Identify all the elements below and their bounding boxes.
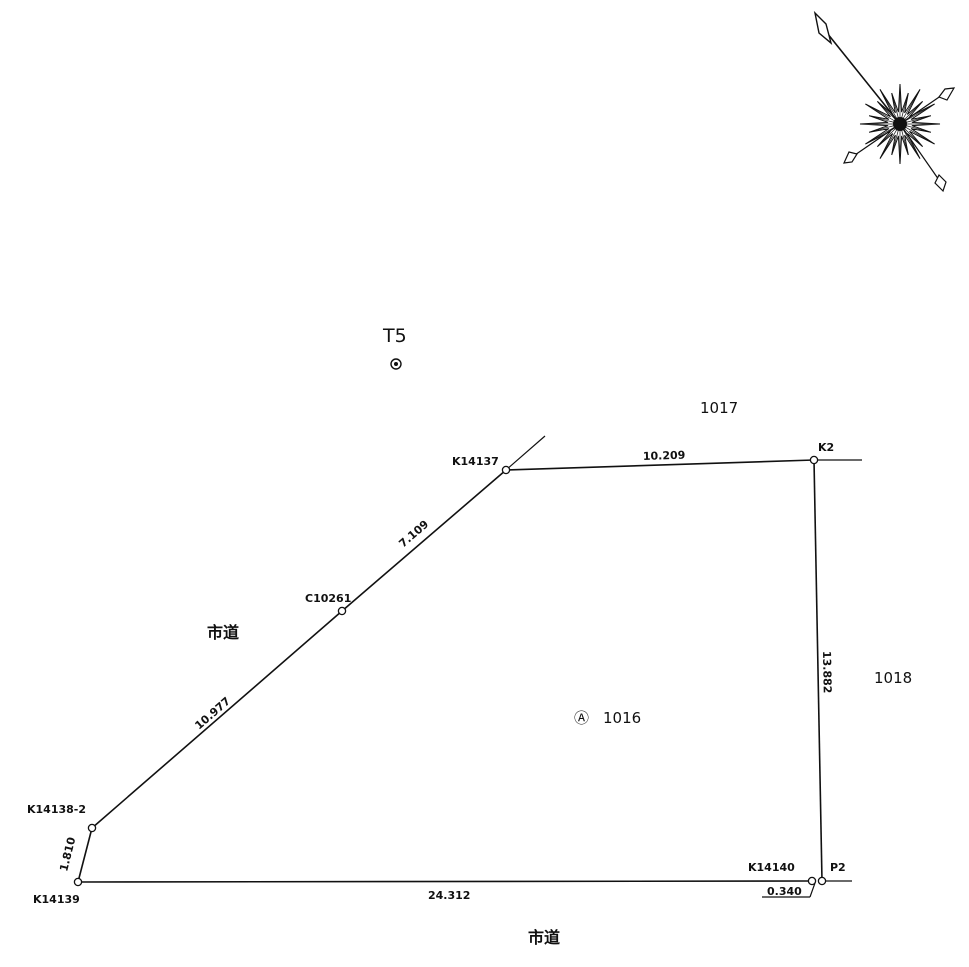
boundary-marker-icon	[501, 465, 511, 475]
road-label-west: 市道	[207, 623, 239, 642]
boundary-edge-k14139-k14140	[77, 880, 813, 883]
point-label-k2: K2	[818, 441, 834, 454]
distance-k14138-c10261: 10.977	[192, 695, 233, 733]
point-label-k14140: K14140	[748, 861, 795, 874]
road-label-south: 市道	[528, 928, 560, 947]
distance-k2-k14140: 13.882	[820, 651, 834, 694]
parcel-label-north: 1017	[700, 399, 738, 417]
boundary-extension-nw	[505, 435, 546, 471]
boundary-edge-k14137-k2	[505, 459, 815, 471]
distance-k14140-p2: 0.340	[767, 885, 802, 898]
station-label: T5	[382, 325, 407, 347]
distance-k14137-k2: 10.209	[643, 449, 686, 463]
boundary-marker-icon	[337, 606, 347, 616]
parcel-label-east: 1018	[874, 669, 912, 687]
control-station-icon	[390, 358, 402, 370]
boundary-edge-k2-p2	[813, 459, 823, 882]
point-label-k14137: K14137	[452, 455, 499, 468]
subject-parcel-number: 1016	[603, 709, 641, 727]
boundary-edge-c10261-k14137	[341, 469, 507, 612]
subject-parcel-symbol: Ⓐ	[574, 709, 589, 727]
boundary-marker-icon	[807, 876, 817, 886]
boundary-marker-icon	[73, 877, 83, 887]
point-label-k14138-2: K14138-2	[27, 803, 86, 816]
distance-c10261-k14137: 7.109	[396, 518, 431, 551]
distance-k14139-k14140: 24.312	[428, 889, 470, 902]
boundary-edge-k14138-c10261	[91, 610, 343, 829]
offset-dimension-leader	[809, 882, 816, 898]
boundary-marker-icon	[817, 876, 827, 886]
boundary-marker-icon	[809, 455, 819, 465]
boundary-edge-k14139-k14138	[77, 827, 93, 883]
point-label-k14139: K14139	[33, 893, 80, 906]
point-label-c10261: C10261	[305, 592, 351, 605]
distance-k14139-k14138: 1.810	[57, 835, 78, 872]
boundary-marker-icon	[87, 823, 97, 833]
point-label-p2: P2	[830, 861, 846, 874]
compass-rose-icon	[813, 10, 956, 193]
